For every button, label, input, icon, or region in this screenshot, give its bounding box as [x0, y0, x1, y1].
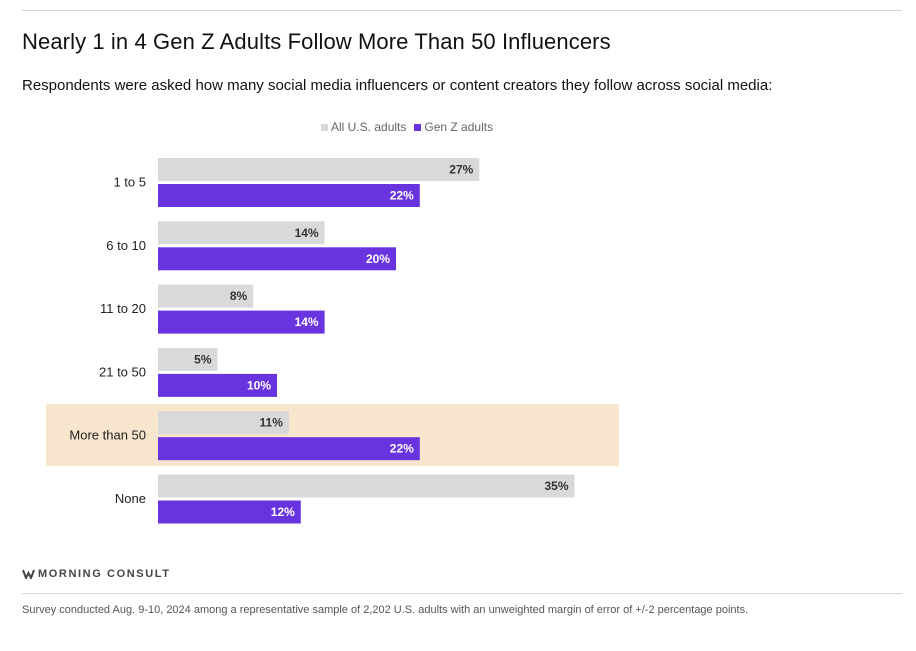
legend-label-gen-z: Gen Z adults: [424, 120, 494, 134]
bottom-divider: [22, 593, 902, 594]
data-label: 5%: [194, 352, 212, 366]
bar-gen-z-1-to-5: [158, 184, 420, 207]
footnote: Survey conducted Aug. 9-10, 2024 among a…: [22, 604, 749, 616]
morning-consult-logo-icon: [22, 569, 35, 579]
data-label: 27%: [449, 163, 473, 177]
legend-swatch-gen-z: [414, 123, 422, 131]
data-label: 10%: [247, 378, 271, 392]
category-label: 11 to 20: [100, 301, 146, 316]
legend-swatch-all-adults: [321, 123, 328, 131]
bar-chart: 1 to 5 27% 22% 6 to 10 14% 20% 11 to 20 8% 14% 21…: [46, 158, 619, 524]
legend-item-gen-z: Gen Z adults: [414, 120, 493, 134]
chart-title: Nearly 1 in 4 Gen Z Adults Follow More T…: [22, 29, 611, 54]
legend-item-all-adults: All U.S. adults: [321, 120, 406, 134]
bar-gen-z-more-than-50: [158, 437, 420, 461]
data-label: 22%: [390, 189, 414, 203]
bar-gen-z-none: [158, 500, 301, 524]
bar-gen-z-11-to-20: [158, 310, 325, 334]
data-label: 11%: [260, 416, 284, 430]
category-label: 21 to 50: [99, 364, 146, 379]
category-label: 1 to 5: [113, 175, 146, 190]
bar-all-adults-none: [158, 474, 575, 498]
bar-all-adults-6-to-10: [158, 221, 325, 245]
top-divider: [22, 10, 902, 11]
bar-all-adults-21-to-50: [158, 347, 218, 371]
brand-name: MORNING CONSULT: [38, 568, 171, 580]
legend-label-all-adults: All U.S. adults: [331, 120, 407, 134]
data-label: 20%: [366, 252, 390, 266]
bar-all-adults-1-to-5: [158, 158, 480, 181]
chart-subtitle: Respondents were asked how many social m…: [22, 77, 773, 94]
category-label: More than 50: [69, 428, 146, 443]
bar-all-adults-11-to-20: [158, 284, 254, 308]
legend: All U.S. adults Gen Z adults: [321, 120, 501, 134]
data-label: 8%: [230, 289, 248, 303]
data-label: 14%: [295, 226, 319, 240]
data-label: 35%: [544, 479, 568, 493]
bar-gen-z-6-to-10: [158, 247, 396, 271]
category-label: 6 to 10: [106, 238, 146, 253]
bar-all-adults-more-than-50: [158, 411, 289, 435]
data-label: 14%: [295, 315, 319, 329]
data-label: 12%: [271, 505, 295, 519]
brand-logo: MORNING CONSULT: [22, 568, 171, 580]
category-label: None: [115, 491, 146, 506]
data-label: 22%: [390, 442, 414, 456]
bar-gen-z-21-to-50: [158, 373, 277, 397]
